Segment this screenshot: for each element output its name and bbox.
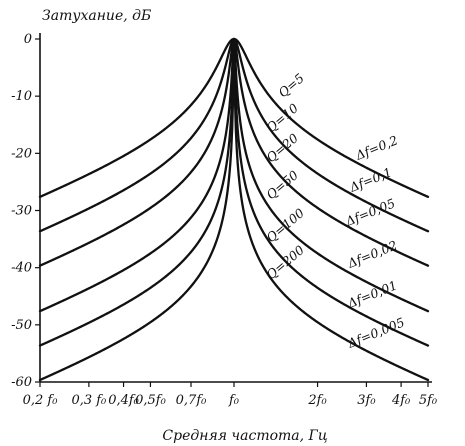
q-label: Q=10 — [263, 100, 301, 135]
y-tick-label: -10 — [11, 89, 32, 104]
y-tick-label: -60 — [11, 375, 32, 390]
y-ticks: 0 -10 -20 -30 -40 -50 -60 — [11, 32, 40, 390]
q-label: Q=5 — [275, 70, 307, 100]
x-tick-label: 0,7f₀ — [176, 393, 207, 408]
x-tick-label: 5f₀ — [419, 393, 438, 408]
x-tick-label: 0,5f₀ — [135, 393, 166, 408]
x-tick-label: 0,4f₀ — [108, 393, 139, 408]
x-axis-title: Средняя частота, Гц — [162, 428, 327, 444]
x-tick-label: 4f₀ — [391, 393, 411, 408]
y-tick-label: -30 — [11, 204, 32, 219]
x-tick-label: f₀ — [228, 393, 240, 408]
y-tick-label: -20 — [11, 146, 32, 161]
curve-Q-200 — [38, 37, 430, 382]
y-tick-label: 0 — [24, 32, 32, 47]
df-label: Δf=0,02 — [345, 237, 400, 271]
x-tick-label: 3f₀ — [357, 393, 376, 408]
x-tick-label: 2f₀ — [307, 393, 327, 408]
curves — [38, 37, 430, 382]
df-label: Δf=0,2 — [353, 132, 400, 163]
df-label: Δf=0,05 — [343, 195, 398, 229]
y-tick-label: -40 — [11, 261, 32, 276]
df-label: Δf=0,01 — [345, 277, 400, 311]
x-tick-label: 0,2 f₀ — [23, 393, 59, 408]
q-label: Q=20 — [263, 130, 301, 165]
x-tick-label: 0,3 f₀ — [71, 393, 107, 408]
q-label: Q=50 — [263, 167, 301, 202]
curve-labels: Q=5Δf=0,2Q=10Δf=0,1Q=20Δf=0,05Q=50Δf=0,0… — [263, 70, 406, 351]
y-tick-label: -50 — [11, 318, 32, 333]
y-axis-title: Затухание, дБ — [42, 8, 151, 24]
